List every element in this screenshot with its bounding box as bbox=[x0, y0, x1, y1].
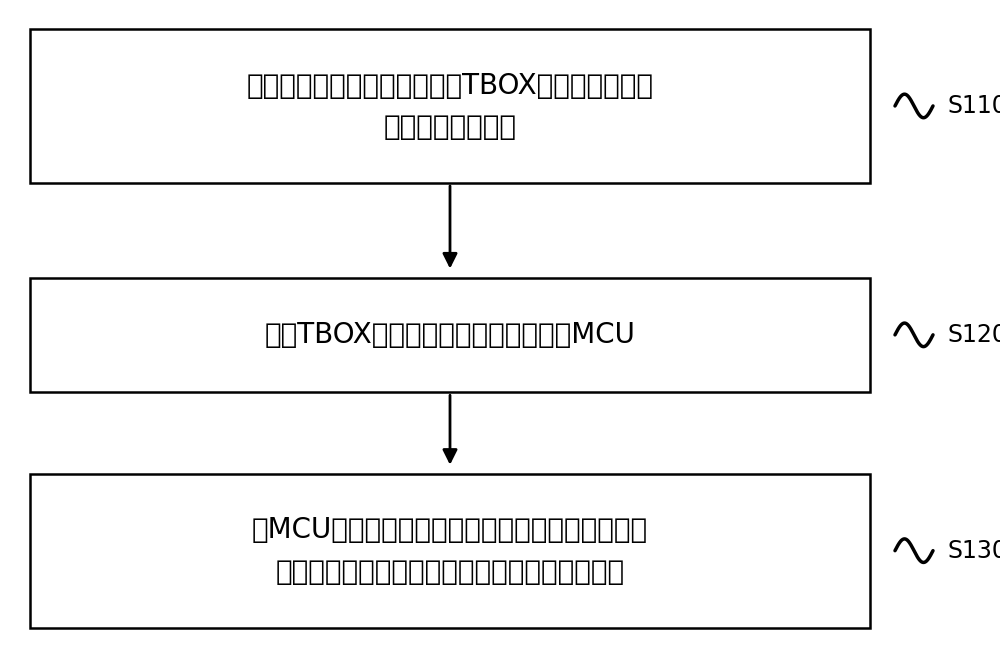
Text: 车载TBOX功能模块基于控制指令唤醒MCU: 车载TBOX功能模块基于控制指令唤醒MCU bbox=[265, 321, 635, 349]
Bar bbox=[30, 29, 870, 183]
Bar bbox=[30, 278, 870, 392]
Bar bbox=[30, 474, 870, 628]
Text: 当车辆处于息火状态时，车载TBOX功能模块接收云
端发送的控制指令: 当车辆处于息火状态时，车载TBOX功能模块接收云 端发送的控制指令 bbox=[246, 72, 654, 141]
Text: S130: S130 bbox=[947, 539, 1000, 562]
Text: S120: S120 bbox=[947, 323, 1000, 347]
Text: 当MCU唤醒后，由第一工作模式切换至第二工作模
式，以对第二工作模式对应的外部设备进行供电: 当MCU唤醒后，由第一工作模式切换至第二工作模 式，以对第二工作模式对应的外部设… bbox=[252, 517, 648, 585]
Text: S110: S110 bbox=[947, 94, 1000, 118]
